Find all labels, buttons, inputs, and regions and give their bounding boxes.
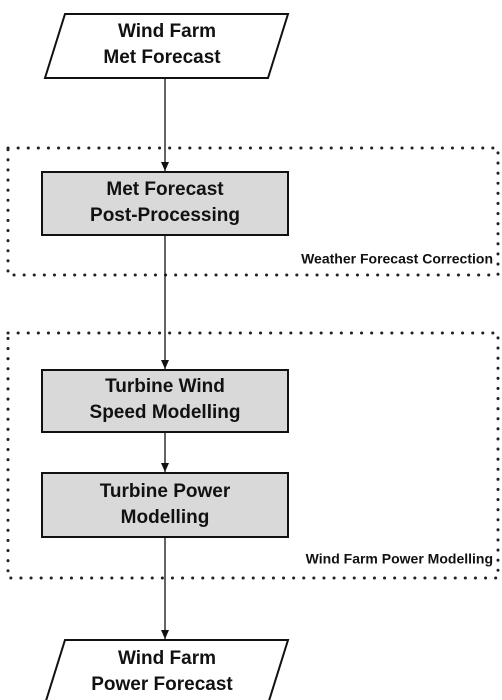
process-node [41, 472, 289, 538]
node-label: Post-Processing [90, 205, 240, 226]
label-bg [254, 550, 496, 570]
group-box [6, 146, 500, 277]
node-label: Met Forecast [106, 179, 224, 200]
node-label: Met Forecast [103, 47, 221, 68]
node-label: Wind Farm [118, 21, 216, 42]
group-box [6, 331, 500, 580]
input-node [43, 13, 290, 79]
node-label: Modelling [121, 507, 210, 528]
node-label: Power Forecast [91, 674, 233, 695]
output-node [45, 639, 290, 700]
group-label: Weather Forecast Correction [301, 251, 493, 267]
node-label: Wind Farm [118, 648, 216, 669]
process-node [41, 369, 289, 433]
node-label: Speed Modelling [90, 402, 241, 423]
node-label: Turbine Wind [105, 376, 225, 397]
label-bg [266, 250, 496, 270]
group-label: Wind Farm Power Modelling [306, 551, 493, 567]
process-node [41, 171, 289, 236]
node-label: Turbine Power [100, 481, 231, 502]
